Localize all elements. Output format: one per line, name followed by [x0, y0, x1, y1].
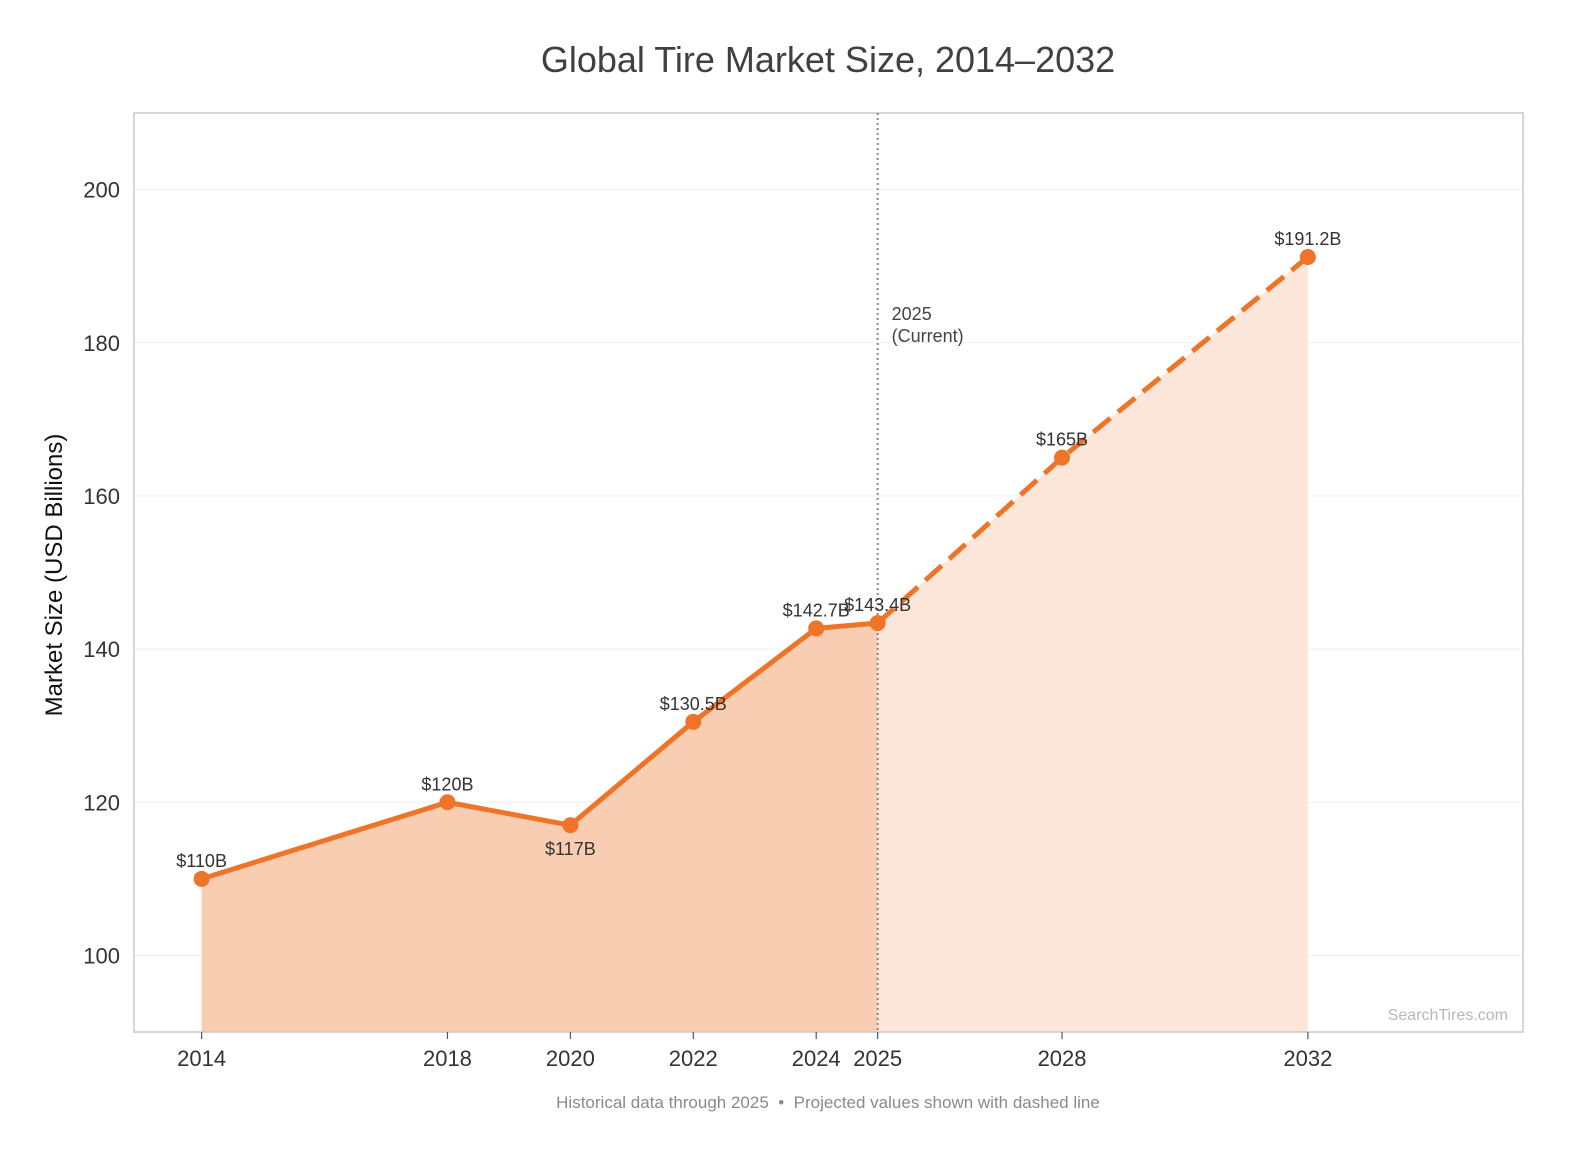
data-value-label: $143.4B	[844, 595, 911, 615]
data-value-label: $130.5B	[660, 694, 727, 714]
data-value-label: $142.7B	[783, 600, 850, 620]
data-point	[562, 817, 579, 834]
data-value-label: $110B	[176, 851, 227, 871]
x-tick-label: 2020	[546, 1046, 595, 1071]
data-point	[439, 794, 456, 811]
data-point	[808, 620, 825, 637]
historical-area-fill	[201, 623, 878, 1032]
data-point	[193, 870, 210, 887]
data-value-label: $120B	[421, 774, 473, 794]
y-tick-label: 200	[83, 178, 120, 203]
area-layer	[201, 256, 1308, 1032]
x-tick-label: 2028	[1038, 1046, 1087, 1071]
y-axis-label: Market Size (USD Billions)	[41, 434, 68, 717]
current-year-annotation: 2025 (Current)	[892, 304, 964, 346]
points-layer	[193, 248, 1316, 887]
footnote-text: Historical data through 2025 • Projected…	[556, 1093, 1100, 1112]
watermark-text: SearchTires.com	[1388, 1007, 1508, 1024]
x-tick-label: 2032	[1283, 1046, 1332, 1071]
data-value-label: $165B	[1036, 430, 1088, 450]
lines-layer	[199, 255, 1310, 882]
labels-layer: $110B $120B $117B $130.5B $142.7B$143.4B $165…	[176, 229, 1341, 871]
data-point	[1299, 248, 1316, 265]
y-tick-label: 140	[83, 637, 120, 662]
y-tick-label: 100	[83, 943, 120, 968]
ticks-layer: 100 120 140 160 180 200 2014 2018 2020 2022 2024 20…	[83, 178, 1332, 1071]
projected-dashed-line	[875, 255, 1310, 625]
x-tick-label: 2018	[423, 1046, 472, 1071]
x-tick-label: 2025	[853, 1046, 902, 1071]
y-tick-label: 160	[83, 484, 120, 509]
x-tick-label: 2014	[177, 1046, 226, 1071]
x-tick-label: 2024	[792, 1046, 841, 1071]
data-point	[869, 615, 886, 632]
x-tick-label: 2022	[669, 1046, 718, 1071]
data-value-label: $191.2B	[1274, 229, 1341, 249]
projected-area-fill	[877, 256, 1308, 1032]
data-point	[1054, 449, 1071, 466]
data-value-label: $117B	[545, 839, 596, 859]
current-marker-layer: 2025 (Current)	[876, 113, 964, 1032]
y-tick-label: 120	[83, 790, 120, 815]
plot-frame	[133, 112, 1524, 1033]
frame-layer	[133, 112, 1524, 1033]
historical-line	[199, 620, 881, 882]
y-tick-label: 180	[83, 331, 120, 356]
data-point	[685, 713, 702, 730]
chart-title: Global Tire Market Size, 2014–2032	[541, 39, 1115, 80]
